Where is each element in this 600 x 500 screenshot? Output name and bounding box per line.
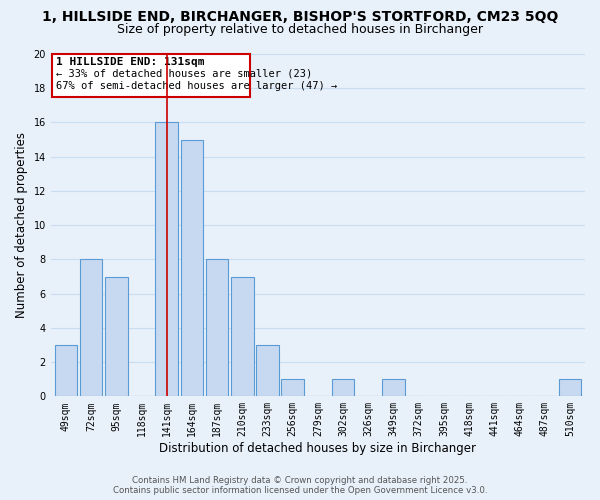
Bar: [80, 260, 103, 396]
Bar: [332, 379, 355, 396]
Text: 1, HILLSIDE END, BIRCHANGER, BISHOP'S STORTFORD, CM23 5QQ: 1, HILLSIDE END, BIRCHANGER, BISHOP'S ST…: [42, 10, 558, 24]
Text: 67% of semi-detached houses are larger (47) →: 67% of semi-detached houses are larger (…: [56, 80, 337, 90]
Bar: [105, 276, 128, 396]
Text: Size of property relative to detached houses in Birchanger: Size of property relative to detached ho…: [117, 22, 483, 36]
Y-axis label: Number of detached properties: Number of detached properties: [15, 132, 28, 318]
Bar: [281, 379, 304, 396]
Bar: [256, 345, 279, 397]
FancyBboxPatch shape: [52, 54, 250, 97]
Bar: [181, 140, 203, 396]
Bar: [559, 379, 581, 396]
Text: 1 HILLSIDE END: 131sqm: 1 HILLSIDE END: 131sqm: [56, 56, 205, 66]
Bar: [206, 260, 229, 396]
Bar: [231, 276, 254, 396]
Bar: [155, 122, 178, 396]
Bar: [55, 345, 77, 397]
Text: Contains HM Land Registry data © Crown copyright and database right 2025.
Contai: Contains HM Land Registry data © Crown c…: [113, 476, 487, 495]
Text: ← 33% of detached houses are smaller (23): ← 33% of detached houses are smaller (23…: [56, 68, 312, 78]
X-axis label: Distribution of detached houses by size in Birchanger: Distribution of detached houses by size …: [160, 442, 476, 455]
Bar: [382, 379, 405, 396]
